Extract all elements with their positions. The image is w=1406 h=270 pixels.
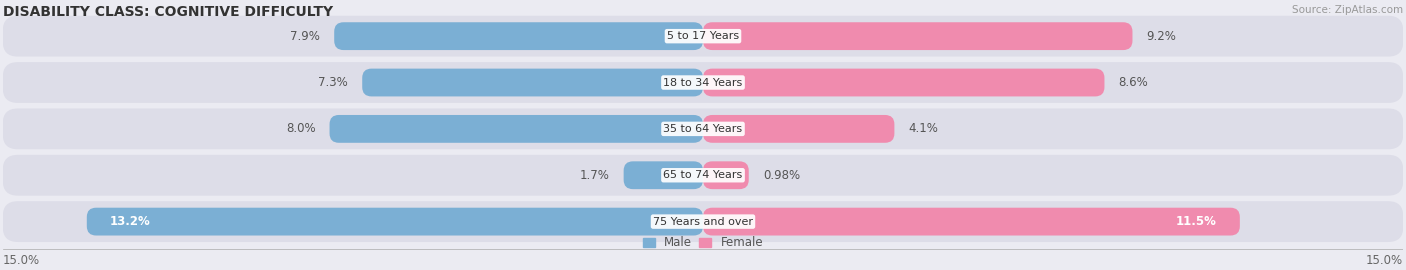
FancyBboxPatch shape xyxy=(703,115,894,143)
Text: 9.2%: 9.2% xyxy=(1146,30,1177,43)
Text: 0.98%: 0.98% xyxy=(762,169,800,182)
FancyBboxPatch shape xyxy=(329,115,703,143)
Text: 11.5%: 11.5% xyxy=(1175,215,1216,228)
FancyBboxPatch shape xyxy=(3,109,1403,149)
Text: 8.0%: 8.0% xyxy=(285,122,315,135)
Text: 15.0%: 15.0% xyxy=(3,254,39,267)
FancyBboxPatch shape xyxy=(3,155,1403,196)
FancyBboxPatch shape xyxy=(703,22,1132,50)
Text: 18 to 34 Years: 18 to 34 Years xyxy=(664,77,742,87)
FancyBboxPatch shape xyxy=(3,201,1403,242)
Text: 4.1%: 4.1% xyxy=(908,122,938,135)
FancyBboxPatch shape xyxy=(335,22,703,50)
FancyBboxPatch shape xyxy=(363,69,703,96)
Text: 35 to 64 Years: 35 to 64 Years xyxy=(664,124,742,134)
FancyBboxPatch shape xyxy=(3,62,1403,103)
Text: DISABILITY CLASS: COGNITIVE DIFFICULTY: DISABILITY CLASS: COGNITIVE DIFFICULTY xyxy=(3,5,333,19)
Text: 13.2%: 13.2% xyxy=(110,215,150,228)
Text: 7.9%: 7.9% xyxy=(290,30,321,43)
Text: 8.6%: 8.6% xyxy=(1118,76,1149,89)
Text: 1.7%: 1.7% xyxy=(579,169,610,182)
Legend: Male, Female: Male, Female xyxy=(638,232,768,254)
Text: 75 Years and over: 75 Years and over xyxy=(652,217,754,227)
Text: 7.3%: 7.3% xyxy=(319,76,349,89)
Text: Source: ZipAtlas.com: Source: ZipAtlas.com xyxy=(1292,5,1403,15)
FancyBboxPatch shape xyxy=(624,161,703,189)
FancyBboxPatch shape xyxy=(703,208,1240,235)
Text: 65 to 74 Years: 65 to 74 Years xyxy=(664,170,742,180)
FancyBboxPatch shape xyxy=(703,161,749,189)
FancyBboxPatch shape xyxy=(3,16,1403,56)
FancyBboxPatch shape xyxy=(703,69,1105,96)
FancyBboxPatch shape xyxy=(87,208,703,235)
Text: 5 to 17 Years: 5 to 17 Years xyxy=(666,31,740,41)
Text: 15.0%: 15.0% xyxy=(1367,254,1403,267)
